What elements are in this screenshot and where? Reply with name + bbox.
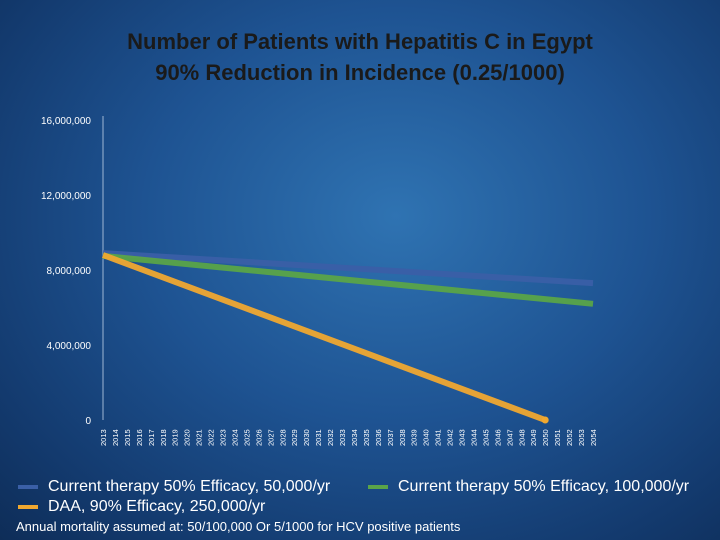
x-tick-label: 2014 bbox=[111, 429, 120, 446]
x-tick-label: 2025 bbox=[242, 429, 251, 446]
y-tick-label: 12,000,000 bbox=[41, 191, 91, 202]
x-tick-label: 2047 bbox=[505, 429, 514, 446]
x-tick-label: 2019 bbox=[171, 429, 180, 446]
x-tick-label: 2027 bbox=[266, 429, 275, 446]
x-tick-label: 2054 bbox=[589, 429, 598, 446]
x-tick-label: 2043 bbox=[458, 429, 467, 446]
x-tick-label: 2018 bbox=[159, 429, 168, 446]
x-tick-label: 2021 bbox=[195, 429, 204, 446]
x-tick-label: 2033 bbox=[338, 429, 347, 446]
x-tick-label: 2036 bbox=[374, 429, 383, 446]
legend-item: Current therapy 50% Efficacy, 50,000/yr bbox=[18, 478, 330, 496]
y-tick-label: 0 bbox=[85, 416, 91, 427]
series-end-point bbox=[541, 416, 549, 424]
line-chart: 0 4,000,000 8,000,000 12,000,000 16,000,000 2… bbox=[41, 116, 598, 446]
x-tick-label: 2030 bbox=[302, 429, 311, 446]
x-tick-label: 2048 bbox=[517, 429, 526, 446]
x-tick-label: 2042 bbox=[446, 429, 455, 446]
x-tick-label: 2035 bbox=[362, 429, 371, 446]
x-tick-label: 2038 bbox=[398, 429, 407, 446]
x-tick-label: 2023 bbox=[219, 429, 228, 446]
y-tick-label: 8,000,000 bbox=[47, 266, 92, 277]
x-tick-label: 2041 bbox=[434, 429, 443, 446]
x-tick-label: 2044 bbox=[469, 429, 478, 446]
legend-swatch bbox=[18, 505, 38, 509]
y-tick-label: 4,000,000 bbox=[47, 341, 92, 352]
chart-title-line-2: 90% Reduction in Incidence (0.25/1000) bbox=[155, 60, 565, 85]
x-tick-label: 2046 bbox=[493, 429, 502, 446]
legend-label: Current therapy 50% Efficacy, 50,000/yr bbox=[48, 478, 331, 495]
x-tick-label: 2050 bbox=[541, 429, 550, 446]
series-line bbox=[101, 252, 547, 423]
x-tick-label: 2037 bbox=[386, 429, 395, 446]
x-tick-label: 2051 bbox=[553, 429, 562, 446]
x-tick-label: 2049 bbox=[529, 429, 538, 446]
x-tick-label: 2040 bbox=[422, 429, 431, 446]
x-tick-label: 2034 bbox=[350, 429, 359, 446]
chart-title: Number of Patients with Hepatitis C in E… bbox=[0, 26, 720, 88]
x-tick-label: 2032 bbox=[326, 429, 335, 446]
y-tick-label: 16,000,000 bbox=[41, 116, 91, 127]
legend-label: DAA, 90% Efficacy, 250,000/yr bbox=[48, 498, 266, 515]
x-tick-label: 2039 bbox=[410, 429, 419, 446]
legend-swatch bbox=[18, 485, 38, 489]
x-tick-label: 2015 bbox=[123, 429, 132, 446]
x-tick-label: 2026 bbox=[254, 429, 263, 446]
legend-item: DAA, 90% Efficacy, 250,000/yr bbox=[18, 498, 265, 516]
x-tick-label: 2020 bbox=[183, 429, 192, 446]
legend-swatch bbox=[368, 485, 388, 489]
x-tick-label: 2031 bbox=[314, 429, 323, 446]
x-tick-label: 2017 bbox=[147, 429, 156, 446]
legend-label: Current therapy 50% Efficacy, 100,000/yr bbox=[398, 478, 690, 495]
x-tick-label: 2013 bbox=[99, 429, 108, 446]
mortality-note: Annual mortality assumed at: 50/100,000 … bbox=[16, 519, 461, 534]
x-tick-label: 2016 bbox=[135, 429, 144, 446]
chart-legend: Current therapy 50% Efficacy, 50,000/yr C… bbox=[0, 476, 720, 520]
x-tick-label: 2024 bbox=[230, 429, 239, 446]
x-tick-label: 2053 bbox=[577, 429, 586, 446]
chart-title-line-1: Number of Patients with Hepatitis C in E… bbox=[127, 29, 593, 54]
x-tick-label: 2029 bbox=[290, 429, 299, 446]
x-tick-label: 2028 bbox=[278, 429, 287, 446]
legend-item: Current therapy 50% Efficacy, 100,000/yr bbox=[368, 478, 689, 496]
series-line bbox=[102, 250, 594, 287]
x-tick-label: 2052 bbox=[565, 429, 574, 446]
series-line bbox=[102, 252, 594, 307]
x-tick-label: 2022 bbox=[207, 429, 216, 446]
x-tick-label: 2045 bbox=[481, 429, 490, 446]
